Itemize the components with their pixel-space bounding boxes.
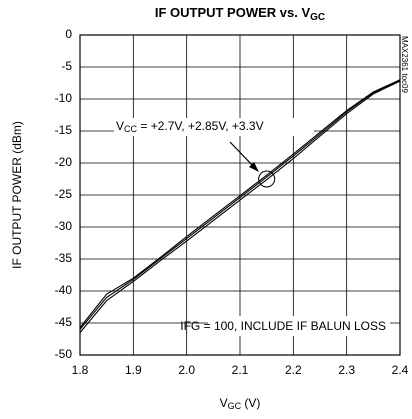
y-tick-label: -5 (61, 59, 72, 73)
x-label-sub: GC (228, 401, 242, 411)
x-tick-label: 1.9 (125, 363, 142, 377)
y-tick-label: -30 (55, 219, 73, 233)
arrow-head (249, 162, 259, 172)
plot-frame (79, 34, 401, 356)
y-tick-label: -40 (55, 283, 73, 297)
chart-title: IF OUTPUT POWER vs. VGC (155, 5, 325, 22)
vcc-text: V (116, 119, 124, 133)
y-tick-label: -50 (55, 347, 73, 361)
y-tick-label: -45 (55, 315, 73, 329)
x-tick-label: 1.8 (72, 363, 89, 377)
y-tick-label: -35 (55, 251, 73, 265)
annotation-toc: MAX2361 toc09 (400, 36, 409, 93)
annotation-ifg: IFG = 100, INCLUDE IF BALUN LOSS (180, 319, 386, 333)
x-axis-label: VGC (V) (220, 396, 261, 411)
y-tick-label: -10 (55, 91, 73, 105)
y-tick-label: -15 (55, 123, 73, 137)
x-tick-label: 2.0 (178, 363, 195, 377)
vcc-after: = +2.7V, +2.85V, +3.3V (137, 119, 264, 133)
y-tick-label: 0 (65, 27, 72, 41)
x-tick-label: 2.3 (338, 363, 355, 377)
y-tick-label: -20 (55, 155, 73, 169)
annotation-bg (208, 316, 390, 336)
title-text: IF OUTPUT POWER vs. V (155, 5, 311, 20)
series-line (79, 79, 401, 330)
annotation-bg (114, 118, 314, 136)
series-line (79, 80, 401, 333)
x-tick-label: 2.2 (285, 363, 302, 377)
vcc-sub: CC (124, 124, 137, 134)
annotation-vcc: VCC = +2.7V, +2.85V, +3.3V (116, 119, 264, 134)
y-axis-label: IF OUTPUT POWER (dBm) (10, 121, 24, 269)
x-tick-label: 2.4 (392, 363, 409, 377)
x-tick-label: 2.1 (232, 363, 249, 377)
x-label-text: V (220, 396, 228, 410)
title-sub: GC (310, 12, 325, 23)
x-label-after: (V) (241, 396, 260, 410)
series-line (79, 79, 401, 328)
y-tick-label: -25 (55, 187, 73, 201)
highlight-circle (258, 170, 276, 188)
